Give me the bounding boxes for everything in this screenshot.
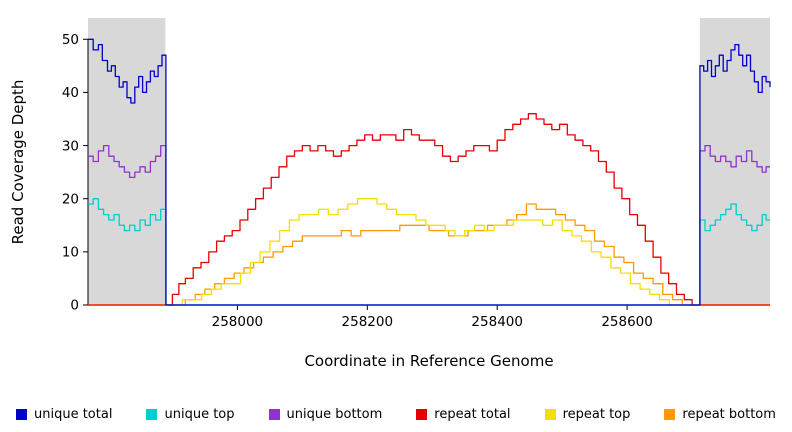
y-tick-label: 10 [62, 245, 79, 261]
y-tick-label: 20 [62, 191, 79, 207]
legend-item-repeat-top: repeat top [544, 407, 631, 422]
y-tick-label: 50 [62, 32, 79, 48]
legend-swatch [416, 409, 428, 420]
series-line-repeat-top [88, 198, 770, 306]
legend-swatch [146, 409, 158, 420]
series-line-repeat-total [88, 113, 770, 306]
y-axis-label: Read Coverage Depth [9, 79, 27, 245]
legend-item-unique-bottom: unique bottom [268, 407, 383, 422]
legend-item-unique-top: unique top [146, 407, 235, 422]
shaded-regions [88, 18, 770, 305]
series-line-unique-total [88, 38, 771, 306]
legend-item-repeat-total: repeat total [416, 407, 511, 422]
coverage-plot: 0 10 20 30 40 50 258000 258200 258400 258600 [62, 18, 771, 330]
axes [83, 38, 770, 310]
legend-swatch [16, 409, 27, 420]
legend-label: repeat bottom [682, 407, 776, 422]
legend: unique total unique top unique bottom repea… [0, 407, 792, 422]
legend-swatch [664, 409, 676, 420]
x-tick-label: 258000 [212, 314, 264, 330]
x-tick-label: 258600 [601, 314, 653, 330]
x-tick-label: 258200 [342, 314, 394, 330]
legend-label: unique top [164, 407, 235, 422]
series-line-repeat-bottom [88, 203, 770, 306]
legend-item-repeat-bottom: repeat bottom [664, 407, 776, 422]
legend-label: unique bottom [286, 407, 383, 422]
legend-label: repeat total [434, 407, 511, 422]
legend-swatch [268, 409, 280, 420]
tick-labels: 0 10 20 30 40 50 258000 258200 258400 258600 [62, 32, 653, 330]
legend-swatch [544, 409, 556, 420]
y-tick-label: 0 [70, 298, 79, 314]
y-tick-label: 40 [62, 85, 79, 101]
x-tick-label: 258400 [471, 314, 523, 330]
legend-label: repeat top [562, 407, 631, 422]
legend-label: unique total [34, 407, 113, 422]
x-axis-label: Coordinate in Reference Genome [304, 352, 554, 370]
series-line-unique-top [88, 198, 770, 306]
legend-item-unique-total: unique total [16, 407, 112, 422]
y-tick-label: 30 [62, 138, 79, 154]
